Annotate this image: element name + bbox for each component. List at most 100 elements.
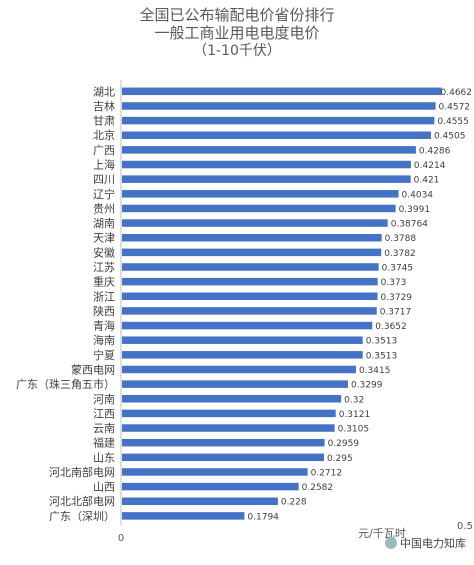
chart-subtitle: （1-10千伏） [193,43,281,59]
bar [122,160,411,169]
bar [122,277,378,286]
category-label: 天津 [93,232,115,245]
data-label: 0.1794 [247,512,279,522]
data-label: 0.3105 [338,425,370,435]
category-label: 上海 [93,158,115,172]
data-label: 0.4505 [434,132,466,142]
category-label: 山西 [93,481,115,494]
category-label: 湖北 [93,85,115,98]
bar [122,380,348,388]
unit-label: 元/千瓦时 [358,527,406,540]
category-label: 广东（珠三角五市） [16,377,115,391]
category-label: 四川 [93,173,115,186]
category-label: 辽宁 [93,187,115,201]
bar [122,233,382,242]
category-label: 吉林 [93,99,115,113]
bar [122,307,377,315]
data-label: 0.4286 [419,146,451,156]
data-label: 0.295 [327,454,353,464]
bar [122,87,442,96]
category-label: 蒙西电网 [71,363,115,376]
x-tick-label: 0 [118,533,124,544]
data-label: 0.4555 [437,117,469,127]
data-label: 0.2712 [311,468,343,478]
data-label: 0.228 [281,498,307,508]
bar [122,438,325,447]
watermark-text: 中国电力知库 [400,537,466,550]
category-label: 海南 [93,333,115,347]
data-label: 0.3299 [351,381,383,391]
data-label: 0.32 [344,395,364,405]
category-label: 青海 [93,319,115,333]
x-tick-label: 0.5 [457,521,473,532]
bar [122,424,335,432]
category-label: 浙江 [93,290,115,303]
data-label: 0.421 [414,176,440,186]
category-label: 广东（深圳） [49,510,115,523]
data-label: 0.2959 [328,439,360,449]
category-label: 河北北部电网 [49,494,115,508]
category-label: 陕西 [93,304,115,318]
category-label: 江西 [93,407,115,420]
category-label: 甘肃 [93,115,115,128]
bar [122,409,336,418]
watermark-logo-icon [385,537,397,549]
data-label: 0.2582 [302,483,334,493]
category-label: 北京 [93,128,115,142]
bar [122,468,308,476]
bar [122,292,378,301]
bar [122,116,435,125]
category-label: 湖南 [93,217,115,230]
bar [122,497,278,505]
bar [122,365,356,374]
data-label: 0.3513 [366,337,398,347]
bar [122,512,245,520]
category-label: 河北南部电网 [49,465,115,479]
bar [122,482,299,491]
bar [122,146,416,154]
category-label: 广西 [93,144,115,157]
bar [122,336,363,344]
data-label: 0.3991 [399,205,431,215]
data-label: 0.3652 [375,322,407,332]
category-label: 河南 [93,393,115,406]
bar [122,351,363,359]
category-label: 贵州 [93,202,115,215]
data-label: 0.3782 [384,249,416,259]
bar [122,131,431,139]
category-label: 安徽 [93,245,115,259]
category-label: 云南 [93,422,115,435]
data-label: 0.3121 [339,410,371,420]
data-label: 0.4572 [439,102,471,112]
bar [122,190,399,198]
category-label: 宁夏 [93,348,115,362]
data-label: 0.4662 [441,88,473,98]
bar [122,204,396,213]
bar [122,219,388,227]
bar [122,453,324,462]
data-label: 0.38764 [391,220,428,230]
bar [122,102,436,110]
data-label: 0.3717 [380,307,412,317]
bar [122,175,411,183]
bar [122,263,379,271]
bar [122,395,342,403]
data-label: 0.3415 [359,366,391,376]
category-label: 山东 [93,451,115,464]
watermark: 中国电力知库 [385,535,466,551]
category-label: 重庆 [93,275,115,289]
data-label: 0.3729 [381,293,413,303]
data-label: 0.3788 [385,234,417,244]
data-label: 0.4034 [402,190,434,200]
category-label: 江苏 [93,261,115,274]
data-label: 0.3745 [382,264,414,274]
bar [122,321,373,330]
data-label: 0.4214 [414,161,446,171]
chart-title-line-1: 全国已公布输配电价省份排行 [139,6,335,24]
chart-title-line-2: 一般工商业用电电度电价 [154,24,320,42]
category-label: 福建 [93,436,115,450]
data-label: 0.373 [381,278,407,288]
data-label: 0.3513 [366,351,398,361]
chart-title-block: 全国已公布输配电价省份排行 一般工商业用电电度电价 （1-10千伏） [0,6,474,60]
